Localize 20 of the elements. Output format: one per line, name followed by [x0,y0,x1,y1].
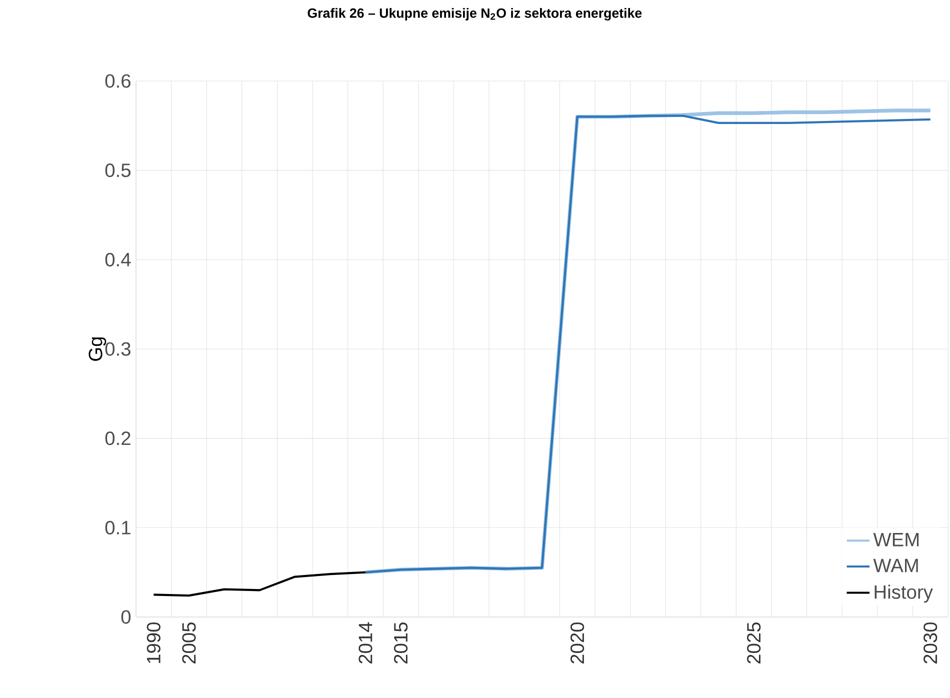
y-tick-label: 0.2 [105,432,130,446]
x-tick-label: 2005 [182,622,196,664]
x-tick-label: 2025 [747,622,761,664]
y-tick-label: 0.4 [105,252,131,266]
y-tick-label: 0.1 [105,520,130,534]
x-tick-label: 1990 [146,622,160,663]
x-tick-label: 2030 [924,622,938,664]
x-tick-label: 2014 [358,622,372,664]
chart-title: Grafik 26 – Ukupne emisije N$_{2}$O iz sektora energetike [308,8,642,21]
x-tick-label: 2020 [570,622,584,664]
y-axis-title: Gg [88,337,106,361]
y-tick-label: 0 [121,610,131,624]
legend-label: WAM [873,558,918,572]
x-tick-label: 2015 [394,622,408,664]
y-tick-label: 0.3 [105,342,130,356]
y-tick-label: 0.5 [105,164,130,178]
y-tick-label: 0.6 [105,74,130,88]
legend-label: History [874,584,933,603]
line-series [152,571,367,597]
legend-label: WEM [873,532,919,546]
